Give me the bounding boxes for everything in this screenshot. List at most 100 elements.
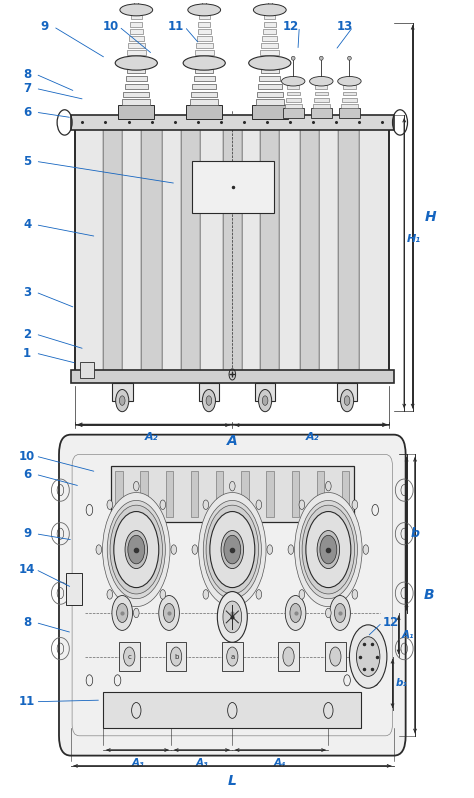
Text: H: H <box>424 210 436 223</box>
FancyBboxPatch shape <box>59 435 406 756</box>
Circle shape <box>128 535 145 564</box>
Bar <box>125 84 148 89</box>
Ellipse shape <box>310 77 333 86</box>
Bar <box>337 383 357 401</box>
Bar <box>130 22 142 26</box>
Bar <box>337 125 359 371</box>
Ellipse shape <box>347 57 351 60</box>
Circle shape <box>107 500 113 509</box>
Bar <box>342 471 349 517</box>
Bar <box>339 109 360 117</box>
Circle shape <box>335 603 346 622</box>
Bar <box>255 383 275 401</box>
Text: A: A <box>227 434 237 448</box>
Bar <box>264 14 275 19</box>
Circle shape <box>160 500 165 509</box>
Circle shape <box>288 545 294 555</box>
Bar <box>75 125 103 371</box>
Text: 11: 11 <box>168 20 184 33</box>
Bar <box>343 85 356 89</box>
Circle shape <box>356 637 380 677</box>
Bar <box>141 125 162 371</box>
Text: 10: 10 <box>102 20 118 33</box>
Circle shape <box>199 492 266 606</box>
Circle shape <box>306 512 351 587</box>
Bar <box>191 92 217 97</box>
Circle shape <box>330 595 350 630</box>
Circle shape <box>344 396 350 405</box>
Circle shape <box>119 396 125 405</box>
Text: c: c <box>128 654 131 659</box>
Bar <box>342 98 357 102</box>
Circle shape <box>363 545 369 555</box>
Text: b₁: b₁ <box>396 678 408 689</box>
Bar <box>261 43 278 48</box>
Circle shape <box>352 500 358 509</box>
Bar <box>287 85 299 89</box>
Bar <box>222 642 243 671</box>
Bar <box>162 125 181 371</box>
Ellipse shape <box>319 57 323 60</box>
Bar <box>118 105 154 119</box>
Bar <box>103 125 122 371</box>
Bar <box>194 76 215 81</box>
Text: b: b <box>174 654 178 659</box>
Circle shape <box>256 590 262 599</box>
Circle shape <box>114 512 159 587</box>
Bar <box>264 22 276 26</box>
Circle shape <box>227 647 238 666</box>
Bar <box>195 50 214 55</box>
Bar <box>122 125 141 371</box>
Circle shape <box>224 535 241 564</box>
Bar <box>343 92 356 96</box>
Circle shape <box>326 481 331 491</box>
Circle shape <box>160 590 165 599</box>
Bar <box>191 471 198 517</box>
Text: A₂: A₂ <box>306 433 319 442</box>
Circle shape <box>267 545 273 555</box>
Ellipse shape <box>120 4 153 16</box>
Circle shape <box>203 500 261 598</box>
Circle shape <box>125 531 147 569</box>
Circle shape <box>290 603 301 622</box>
Text: H₁: H₁ <box>407 235 421 244</box>
Text: 9: 9 <box>23 527 31 540</box>
Text: 11: 11 <box>19 695 35 708</box>
Ellipse shape <box>183 56 225 70</box>
Text: 4: 4 <box>23 218 31 231</box>
Text: B: B <box>423 588 434 602</box>
Bar <box>279 125 300 371</box>
Bar <box>286 98 301 102</box>
Circle shape <box>217 591 247 642</box>
Bar <box>71 115 394 129</box>
Text: 6: 6 <box>23 105 31 119</box>
Circle shape <box>192 545 198 555</box>
Bar <box>126 76 146 81</box>
Bar <box>192 84 216 89</box>
Circle shape <box>227 603 238 622</box>
Bar <box>241 471 249 517</box>
Bar <box>128 68 145 73</box>
Bar <box>112 383 133 401</box>
Circle shape <box>229 481 235 491</box>
Circle shape <box>116 389 129 412</box>
Text: 10: 10 <box>19 449 35 463</box>
Bar <box>119 642 139 671</box>
Bar <box>256 100 284 105</box>
Bar <box>166 642 186 671</box>
Circle shape <box>206 505 258 594</box>
Bar <box>129 36 144 41</box>
Ellipse shape <box>337 77 361 86</box>
Bar <box>359 125 389 371</box>
Text: A₁: A₁ <box>402 630 414 640</box>
Bar <box>260 50 279 55</box>
Ellipse shape <box>292 57 295 60</box>
Circle shape <box>171 545 177 555</box>
Text: b: b <box>410 527 419 540</box>
Text: 13: 13 <box>337 20 353 33</box>
Bar <box>311 109 332 117</box>
Ellipse shape <box>254 4 286 16</box>
Bar <box>242 125 260 371</box>
Text: 14: 14 <box>19 563 36 576</box>
Circle shape <box>206 396 212 405</box>
